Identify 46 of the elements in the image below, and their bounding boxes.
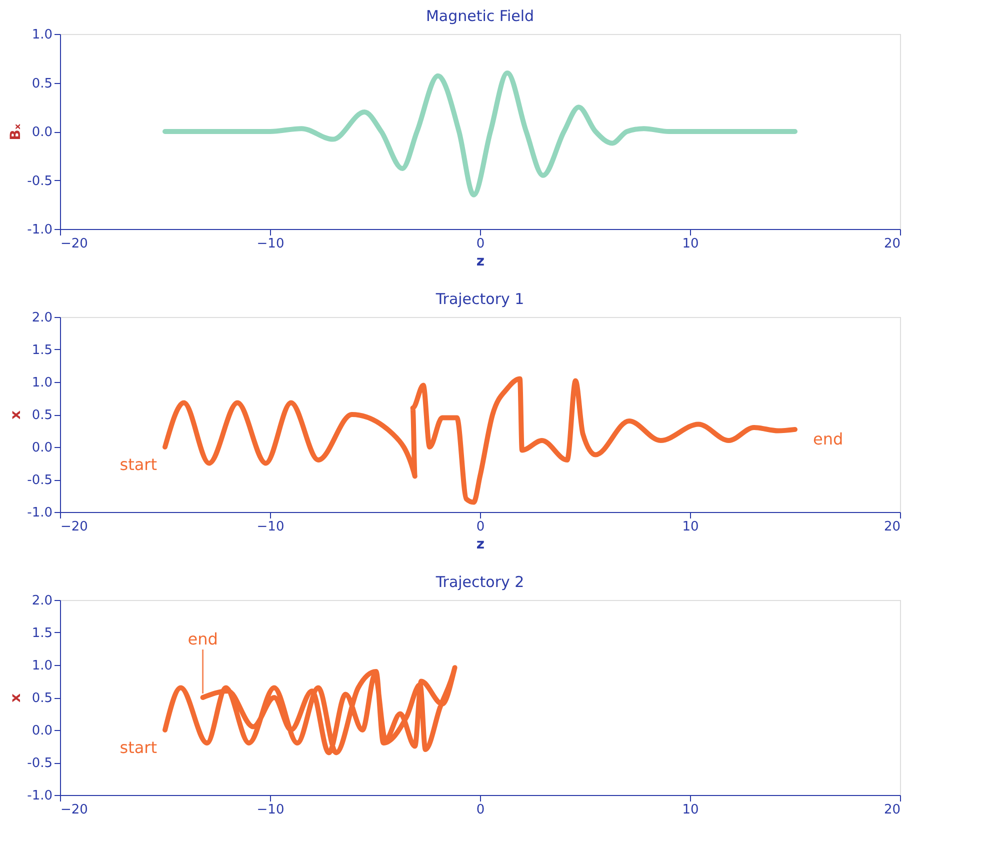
x-tick-label: −20 [60, 236, 88, 252]
y-tick-label: 0.5 [32, 76, 52, 92]
x-axis-title: z [476, 536, 485, 552]
y-tick-label: 1.0 [32, 376, 52, 390]
annotation: start [120, 455, 157, 474]
y-tick-label: -0.5 [27, 756, 52, 771]
y-tick-label: 0.0 [32, 724, 52, 738]
x-tick-label: 20 [884, 520, 900, 534]
chart-title: Trajectory 2 [434, 573, 524, 591]
x-tick-label: −20 [60, 802, 88, 818]
annotation: end [813, 429, 844, 448]
y-axis-title: Bₓ [8, 124, 24, 140]
y-axis-title: x [8, 410, 24, 420]
x-tick-label: 0 [476, 802, 485, 818]
y-tick-label: 0.5 [32, 691, 52, 706]
x-tick-label: 20 [884, 236, 900, 252]
x-tick-label: −10 [256, 520, 284, 534]
y-tick-label: 1.5 [32, 343, 52, 358]
y-tick-label: -0.5 [27, 473, 52, 488]
y-tick-label: 1.5 [32, 626, 52, 641]
x-tick-label: 10 [682, 802, 699, 818]
x-tick-label: −10 [256, 802, 284, 818]
y-tick-label: 1.0 [32, 658, 52, 674]
y-tick-label: 2.0 [32, 594, 52, 608]
x-tick-label: 0 [476, 520, 485, 534]
chart-title: Magnetic Field [426, 7, 534, 25]
y-tick-label: 0.0 [32, 440, 52, 456]
y-tick-label: -1.0 [27, 788, 52, 804]
annotation: end [188, 630, 218, 648]
annotation: start [120, 738, 157, 757]
y-axis-title: x [8, 693, 24, 703]
chart-title: Trajectory 1 [434, 290, 524, 308]
x-tick-label: −10 [256, 236, 284, 252]
y-tick-label: -0.5 [27, 174, 52, 189]
x-tick-label: 20 [884, 802, 900, 818]
x-tick-label: 10 [682, 520, 699, 534]
y-tick-label: 1.0 [32, 28, 52, 42]
x-tick-label: 0 [476, 236, 485, 252]
y-tick-label: 2.0 [32, 310, 52, 326]
x-axis-title: z [476, 254, 485, 270]
x-tick-label: −20 [60, 520, 88, 534]
y-tick-label: 0.5 [32, 408, 52, 423]
y-tick-label: -1.0 [27, 506, 52, 520]
y-tick-label: -1.0 [27, 222, 52, 238]
y-tick-label: 0.0 [32, 125, 52, 140]
x-tick-label: 10 [682, 236, 699, 252]
